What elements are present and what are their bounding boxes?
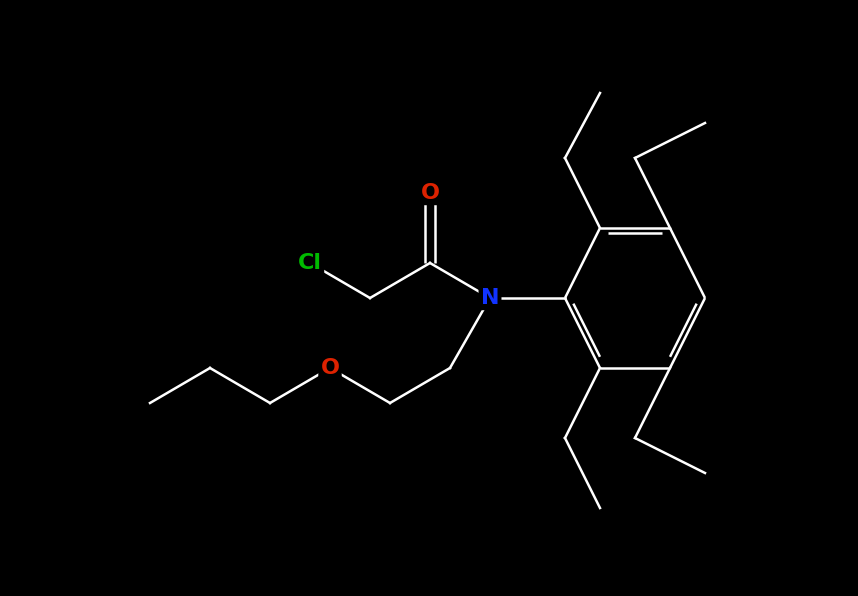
Text: O: O	[420, 183, 439, 203]
Text: O: O	[321, 358, 340, 378]
Text: N: N	[480, 288, 499, 308]
Text: Cl: Cl	[298, 253, 322, 273]
